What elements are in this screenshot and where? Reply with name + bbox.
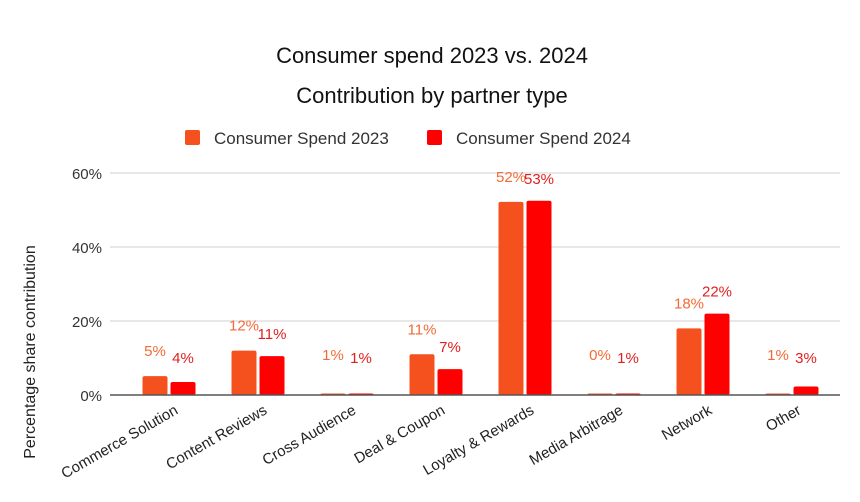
data-label: 53% (524, 171, 554, 188)
bar-2024 (259, 356, 285, 395)
data-label: 1% (350, 350, 372, 367)
data-label: 3% (795, 350, 817, 367)
y-tick-label: 60% (72, 166, 102, 183)
bar-2023 (498, 201, 524, 395)
chart-subtitle: Contribution by partner type (296, 83, 568, 108)
data-label: 1% (767, 347, 789, 364)
legend: Consumer Spend 2023 Consumer Spend 2024 (185, 129, 631, 148)
data-label: 5% (144, 343, 166, 360)
data-label: 1% (617, 350, 639, 367)
bar-2024 (704, 313, 730, 395)
y-tick-label: 40% (72, 240, 102, 257)
bar-2024 (526, 200, 552, 395)
bar-2023 (409, 354, 435, 395)
bar-2024 (170, 382, 196, 395)
y-tick-label: 20% (72, 314, 102, 331)
bar-2023 (676, 328, 702, 395)
data-label: 52% (496, 169, 526, 186)
data-label: 22% (702, 284, 732, 301)
x-tick-label: Content Reviews (163, 402, 270, 473)
x-tick-label: Network (659, 401, 716, 443)
data-label: 0% (589, 347, 611, 364)
legend-label-2023: Consumer Spend 2023 (214, 129, 389, 148)
x-tick-label: Other (763, 402, 804, 435)
y-tick-label: 0% (80, 388, 102, 405)
bar-2024 (437, 369, 463, 395)
x-tick-label: Media Arbitrage (527, 402, 626, 469)
bar-2023 (142, 376, 168, 395)
legend-swatch-2024 (427, 130, 442, 145)
data-label: 12% (229, 318, 259, 335)
legend-swatch-2023 (185, 130, 200, 145)
data-label: 11% (258, 326, 287, 343)
data-label: 1% (322, 347, 344, 364)
chart-title: Consumer spend 2023 vs. 2024 (276, 43, 588, 68)
data-labels: 5% 4%12%11%1% 1%11%7%52%53%0% 1%18%22%1% 3% (144, 169, 817, 367)
data-label: 7% (439, 339, 461, 356)
bar-2023 (231, 350, 257, 395)
data-label: 11% (408, 321, 437, 338)
y-tick-labels: 0% 20% 40% 60% (72, 166, 102, 405)
data-label: 4% (172, 350, 194, 367)
x-tick-label: Cross Audience (260, 402, 359, 469)
data-label: 18% (674, 295, 704, 312)
x-tick-label: Commerce Solution (58, 402, 181, 483)
bar-2024 (793, 386, 819, 395)
legend-label-2024: Consumer Spend 2024 (456, 129, 631, 148)
y-axis-label: Percentage share contribution (22, 245, 39, 458)
